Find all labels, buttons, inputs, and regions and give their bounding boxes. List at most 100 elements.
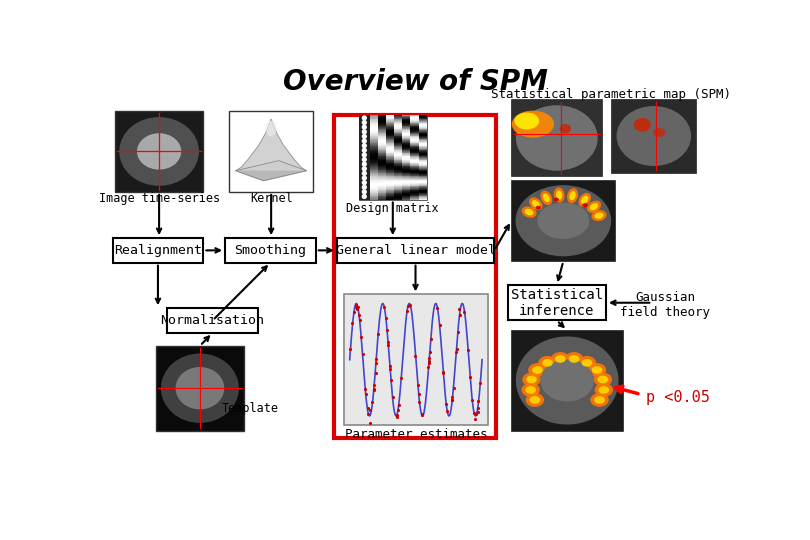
Bar [612, 99, 696, 173]
Bar [369, 179, 377, 180]
Bar [394, 167, 403, 168]
Ellipse shape [540, 191, 552, 205]
Bar [411, 191, 419, 192]
Text: Image time-series: Image time-series [99, 192, 220, 205]
Circle shape [362, 153, 366, 157]
Bar [377, 182, 386, 183]
Bar [386, 142, 394, 143]
Bar [377, 189, 386, 190]
Bar [403, 176, 411, 177]
Text: Parameter estimates: Parameter estimates [344, 428, 487, 441]
Bar [377, 181, 386, 182]
Bar [377, 160, 386, 161]
Bar [369, 126, 377, 127]
Bar [419, 158, 427, 159]
Bar [511, 180, 616, 261]
Bar [377, 120, 386, 121]
Circle shape [362, 190, 366, 194]
Ellipse shape [525, 386, 536, 394]
Bar [411, 121, 419, 122]
Bar [394, 191, 403, 192]
Bar [411, 119, 419, 120]
Bar [411, 126, 419, 127]
Text: p <0.05: p <0.05 [646, 390, 710, 405]
Bar [386, 180, 394, 181]
Bar [419, 186, 427, 187]
Ellipse shape [532, 366, 543, 374]
Bar [369, 156, 377, 157]
Bar [369, 157, 377, 158]
Bar [377, 136, 386, 137]
Bar [403, 117, 411, 118]
Bar [411, 129, 419, 130]
Bar [419, 139, 427, 140]
Bar [377, 186, 386, 187]
Bar [394, 154, 403, 155]
Ellipse shape [522, 373, 541, 387]
Bar [403, 123, 411, 124]
Bar [419, 141, 427, 142]
Bar [394, 189, 403, 190]
Bar [386, 144, 394, 145]
Bar [394, 197, 403, 198]
Bar [386, 172, 394, 173]
Bar [411, 152, 419, 153]
Bar [369, 150, 377, 151]
Bar [386, 130, 394, 131]
Bar [394, 180, 403, 181]
Bar [403, 133, 411, 134]
Bar [403, 157, 411, 158]
Bar [419, 193, 427, 194]
Circle shape [362, 125, 366, 129]
Bar [359, 115, 369, 200]
Bar [369, 175, 377, 176]
Bar [394, 152, 403, 153]
Bar [411, 185, 419, 186]
Bar [403, 147, 411, 148]
Bar [403, 141, 411, 142]
Bar [403, 184, 411, 185]
Bar [411, 147, 419, 148]
Bar [419, 167, 427, 168]
Bar [403, 192, 411, 193]
Bar [386, 171, 394, 172]
Bar [403, 152, 411, 153]
Bar [394, 175, 403, 176]
Bar [419, 152, 427, 153]
Bar [377, 195, 386, 197]
Bar [377, 169, 386, 170]
Bar [369, 176, 377, 177]
Ellipse shape [581, 195, 588, 204]
Bar [386, 121, 394, 122]
Bar [377, 190, 386, 191]
Bar [394, 185, 403, 186]
Bar [403, 197, 411, 198]
Ellipse shape [591, 210, 607, 221]
Bar [419, 148, 427, 150]
Bar [394, 177, 403, 178]
Bar [394, 192, 403, 193]
Bar [411, 182, 419, 183]
Bar [386, 189, 394, 190]
Ellipse shape [590, 203, 598, 211]
Bar [369, 135, 377, 136]
Bar [369, 153, 377, 154]
Bar [377, 139, 386, 140]
Bar [369, 129, 377, 130]
Bar [403, 188, 411, 189]
Bar [419, 184, 427, 185]
Bar [419, 172, 427, 173]
Bar [386, 118, 394, 119]
Bar [419, 140, 427, 141]
Bar [403, 158, 411, 159]
Bar [403, 156, 411, 157]
Bar [386, 159, 394, 160]
Bar [386, 167, 394, 168]
Bar [394, 159, 403, 160]
Bar [377, 126, 386, 127]
Bar [386, 192, 394, 193]
Bar [411, 193, 419, 194]
Bar [369, 147, 377, 148]
Bar [394, 158, 403, 159]
Text: Overview of SPM: Overview of SPM [283, 68, 548, 96]
